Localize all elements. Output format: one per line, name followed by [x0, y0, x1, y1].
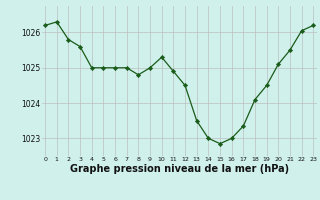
X-axis label: Graphe pression niveau de la mer (hPa): Graphe pression niveau de la mer (hPa) — [70, 164, 289, 174]
